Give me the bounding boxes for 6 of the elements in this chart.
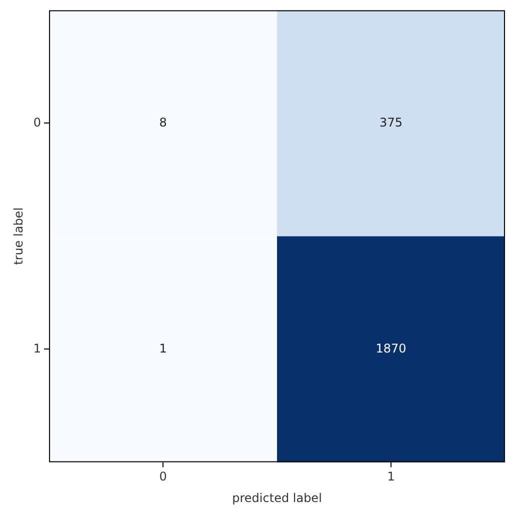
data-label: 375 xyxy=(380,115,402,130)
data-label: 8 xyxy=(159,115,167,130)
x-axis-title: predicted label xyxy=(232,490,322,505)
data-label: 1 xyxy=(159,341,167,356)
y-axis-title: true label xyxy=(11,207,26,265)
data-label: 1870 xyxy=(376,341,406,356)
